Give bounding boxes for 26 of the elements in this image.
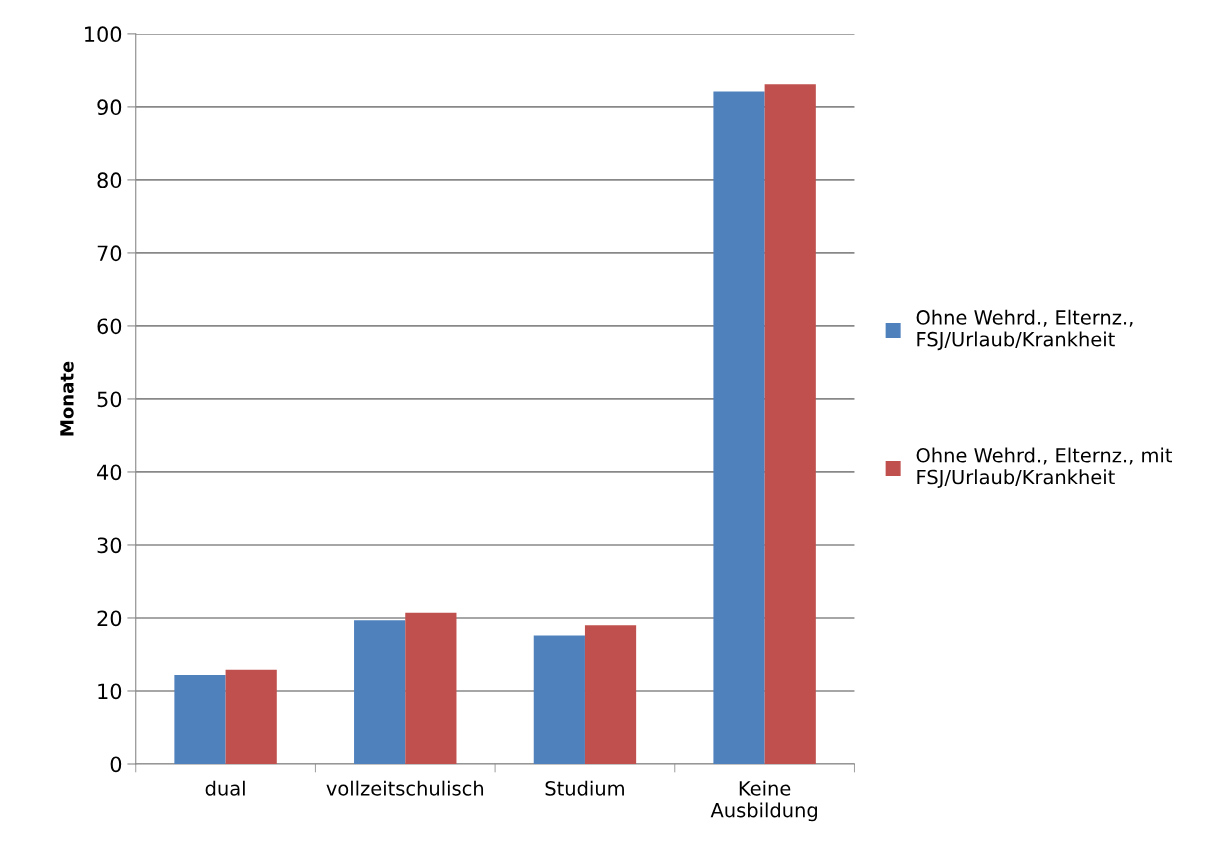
x-tick-label: Keine Ausbildung bbox=[710, 780, 817, 822]
bar bbox=[533, 635, 585, 764]
y-tick-label: 90 bbox=[97, 99, 122, 116]
x-tick-label: vollzeitschulisch bbox=[326, 780, 484, 796]
y-tick-label: 0 bbox=[110, 756, 122, 773]
y-tick-label: 70 bbox=[97, 245, 122, 262]
bar bbox=[225, 669, 277, 764]
bar bbox=[764, 84, 816, 764]
bar bbox=[584, 625, 637, 764]
legend-label: Ohne Wehrd., Elternz., mit FSJ/Urlaub/Krankheit bbox=[916, 447, 1173, 488]
bar bbox=[354, 620, 406, 764]
legend-label: Ohne Wehrd., Elternz., FSJ/Urlaub/Krankheit bbox=[916, 309, 1133, 351]
y-tick-label: 50 bbox=[97, 391, 122, 408]
y-tick-label: 100 bbox=[85, 26, 122, 43]
y-tick-label: 20 bbox=[97, 610, 122, 627]
x-tick-label: dual bbox=[205, 780, 245, 796]
y-tick-label: 40 bbox=[97, 464, 122, 481]
y-tick-label: 30 bbox=[97, 537, 122, 554]
y-tick-label: 60 bbox=[97, 318, 122, 335]
y-axis-title: Monate bbox=[60, 361, 74, 436]
y-tick-label: 80 bbox=[97, 172, 122, 189]
x-tick-label: Studium bbox=[545, 780, 624, 796]
bar bbox=[405, 612, 457, 764]
y-tick-label: 10 bbox=[98, 683, 122, 700]
bar bbox=[174, 674, 226, 764]
bar bbox=[713, 91, 765, 764]
